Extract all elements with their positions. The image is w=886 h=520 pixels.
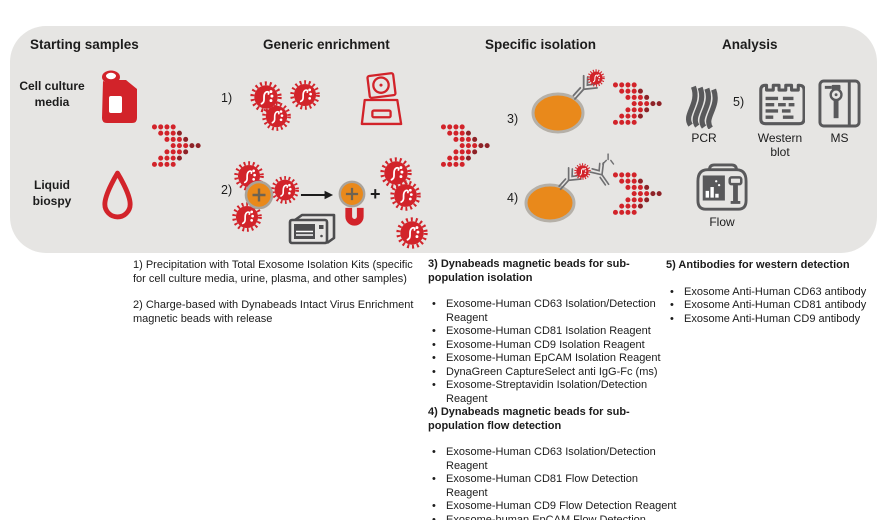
note-3-heading: 3) Dynabeads magnetic beads for sub-popu… <box>428 258 630 284</box>
mass-spec-icon <box>817 78 862 129</box>
note-3-item: Exosome-Human CD63 Isolation/Detection R… <box>428 298 682 325</box>
note-5-list: Exosome Anti-Human CD63 antibodyExosome … <box>666 286 884 327</box>
note-4-item: Exosome-Human CD9 Flow Detection Reagent <box>428 500 682 514</box>
exosome-icon <box>388 178 423 213</box>
header-specific-isolation: Specific isolation <box>485 37 597 52</box>
exosome-icon <box>586 68 606 88</box>
step3-label: 3) <box>507 112 519 126</box>
western-blot-label: Western blot <box>757 131 803 159</box>
pcr-label: PCR <box>691 131 717 145</box>
flow-cytometer-icon <box>694 162 750 214</box>
exosome-icon <box>394 215 430 251</box>
header-generic-enrichment: Generic enrichment <box>263 37 390 52</box>
pcr-icon <box>680 79 728 129</box>
note-4-list: Exosome-Human CD63 Isolation/Detection R… <box>428 446 682 520</box>
note-3-item: Exosome-Human CD9 Isolation Reagent <box>428 339 682 353</box>
step4-label: 4) <box>507 191 519 205</box>
note-4-item: Exosome-Human CD81 Flow Detection Reagen… <box>428 473 682 500</box>
western-blot-icon <box>755 78 805 129</box>
note-2: 2) Charge-based with Dynabeads Intact Vi… <box>133 299 414 325</box>
cell-culture-media-jug-icon <box>96 68 140 128</box>
header-starting-samples: Starting samples <box>30 37 139 52</box>
note-3-item: Exosome-Human CD81 Isolation Reagent <box>428 325 682 339</box>
note-column-3: 5) Antibodies for western detection Exos… <box>666 259 884 326</box>
magnetic-bead-icon <box>243 179 275 211</box>
note-1: 1) Precipitation with Total Exosome Isol… <box>133 259 413 285</box>
step5-label: 5) <box>733 95 745 109</box>
step2-label: 2) <box>221 183 233 197</box>
note-4-item: Exosome-Human CD63 Isolation/Detection R… <box>428 446 682 473</box>
note-3-list: Exosome-Human CD63 Isolation/Detection R… <box>428 298 682 406</box>
centrifuge-icon <box>358 72 404 128</box>
note-5-heading: 5) Antibodies for western detection <box>666 259 850 271</box>
capture-bead-oval <box>524 183 576 223</box>
dotted-arrow-icon <box>440 121 492 171</box>
capture-bead-oval <box>531 92 585 134</box>
liquid-biopsy-droplet-icon <box>99 169 136 222</box>
note-3-item: DynaGreen CaptureSelect anti IgG-Fc (ms) <box>428 366 682 380</box>
dotted-arrow-icon <box>612 79 664 129</box>
note-column-2: 3) Dynabeads magnetic beads for sub-popu… <box>428 258 682 520</box>
workflow-panel <box>10 26 877 253</box>
magnetic-processor-instrument-icon <box>287 212 341 252</box>
note-5-item: Exosome Anti-Human CD63 antibody <box>666 286 884 300</box>
exosome-icon <box>288 78 322 112</box>
note-3-item: Exosome-Streptavidin Isolation/Detection… <box>428 379 682 406</box>
note-5-item: Exosome Anti-Human CD9 antibody <box>666 313 884 327</box>
cell-culture-media-label: Cell culture media <box>19 79 85 109</box>
header-analysis: Analysis <box>722 37 778 52</box>
step1-label: 1) <box>221 91 233 105</box>
exosome-icon <box>260 100 293 133</box>
note-4-item: Exosome-human EpCAM Flow Detection Reage… <box>428 514 682 520</box>
fluorescence-sparkle-icon <box>600 152 618 167</box>
plus-sign: + <box>370 184 381 204</box>
magnet-icon <box>341 205 368 230</box>
liquid-biopsy-label: Liquid biospy <box>32 178 72 208</box>
dotted-arrow-icon <box>612 169 664 219</box>
note-3-item: Exosome-Human EpCAM Isolation Reagent <box>428 352 682 366</box>
ms-label: MS <box>830 131 849 145</box>
note-5-item: Exosome Anti-Human CD81 antibody <box>666 299 884 313</box>
arrow-icon <box>300 189 334 201</box>
dotted-arrow-icon <box>151 121 203 171</box>
note-column-1: 1) Precipitation with Total Exosome Isol… <box>133 259 427 339</box>
note-4-heading: 4) Dynabeads magnetic beads for sub-popu… <box>428 406 630 432</box>
flow-label: Flow <box>709 215 735 229</box>
